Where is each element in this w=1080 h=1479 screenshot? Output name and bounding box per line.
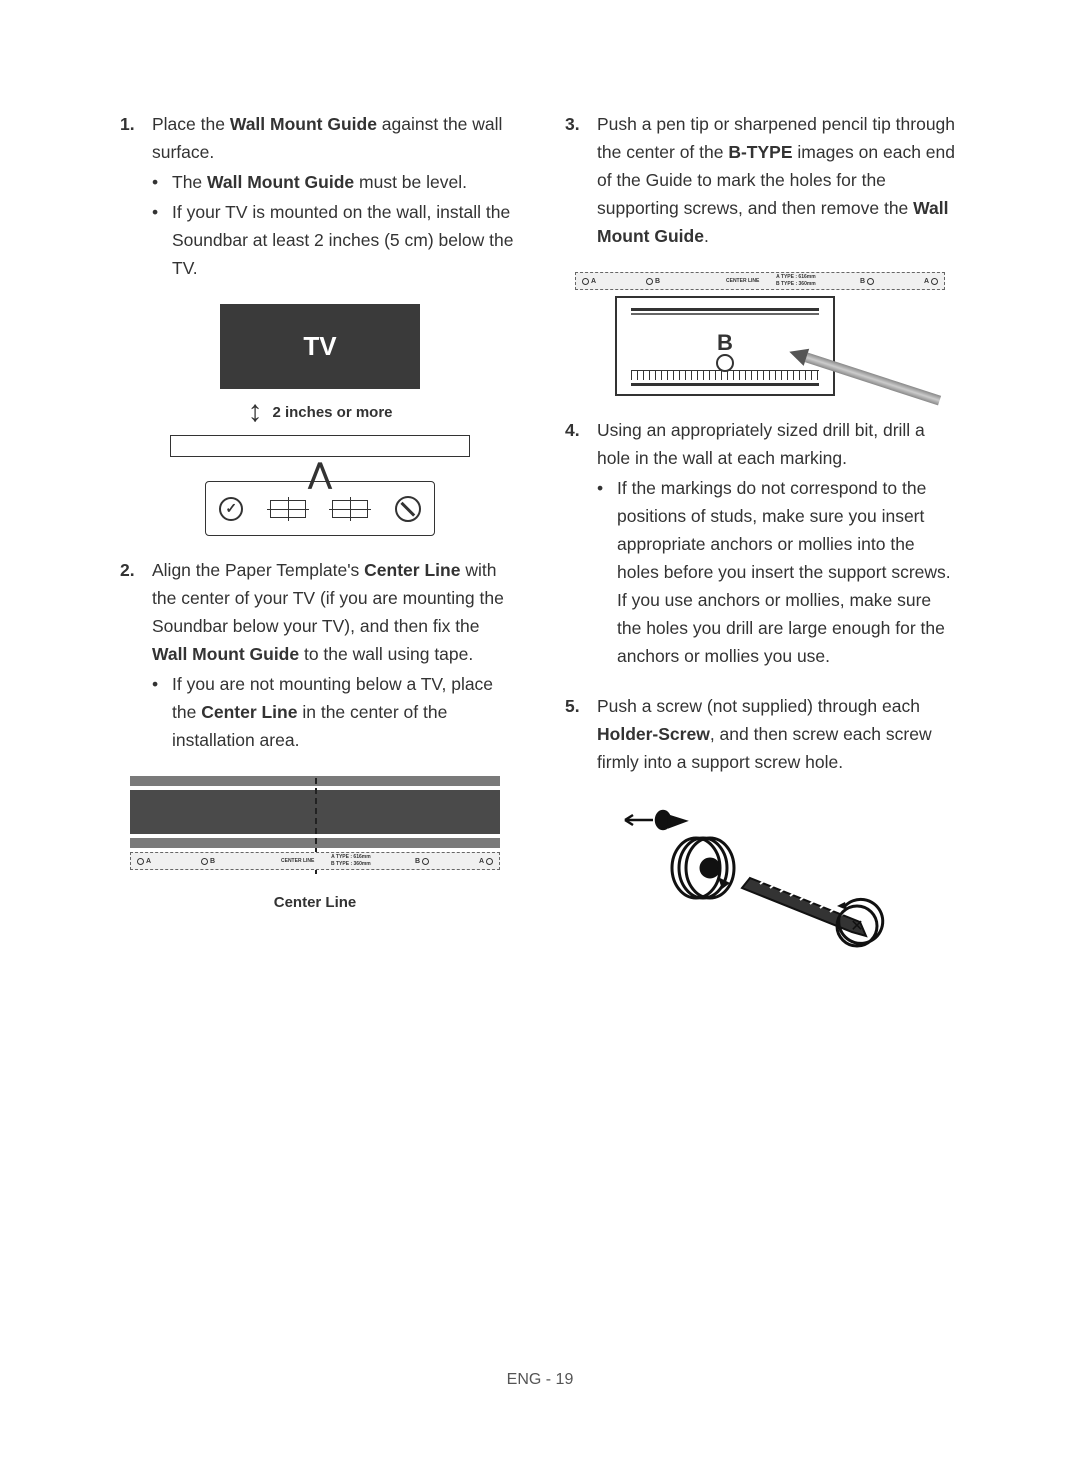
figure-btype-mark: A B CENTER LINE A TYPE : 616mmB TYPE : 3… bbox=[575, 272, 945, 396]
bullet-text: If the markings do not correspond to the… bbox=[617, 474, 960, 670]
step-text: Push a pen tip or sharpened pencil tip t… bbox=[597, 110, 960, 250]
bullet: • If you are not mounting below a TV, pl… bbox=[152, 670, 515, 754]
template-strip: A B CENTER LINE A TYPE : 616mmB TYPE : 3… bbox=[130, 852, 500, 870]
step-text: Place the Wall Mount Guide against the w… bbox=[152, 110, 515, 166]
strip-center-label: CENTER LINE bbox=[281, 858, 314, 864]
page-content: 1. Place the Wall Mount Guide against th… bbox=[0, 0, 1080, 988]
no-entry-icon bbox=[395, 496, 421, 522]
strip-mark-b-right: B bbox=[415, 858, 429, 865]
anchor-hole-icon bbox=[332, 500, 368, 518]
left-column: 1. Place the Wall Mount Guide against th… bbox=[120, 110, 515, 988]
strip-mark-a-left: A bbox=[137, 858, 151, 865]
zoom-line bbox=[631, 308, 819, 311]
bullet-text: If your TV is mounted on the wall, insta… bbox=[172, 198, 515, 282]
figure-center-line: A B CENTER LINE A TYPE : 616mmB TYPE : 3… bbox=[130, 776, 500, 911]
gap-label: 2 inches or more bbox=[272, 404, 392, 421]
pencil-icon bbox=[805, 353, 941, 406]
bar-dark bbox=[130, 790, 500, 834]
zoom-line bbox=[631, 383, 819, 386]
step-number: 5. bbox=[565, 692, 587, 776]
zoom-line bbox=[631, 313, 819, 315]
strip-mark-a-left: A bbox=[582, 278, 596, 285]
soundbar-outline bbox=[170, 435, 470, 457]
zoom-detail: B bbox=[615, 296, 835, 396]
step-4: 4. Using an appropriately sized drill bi… bbox=[565, 416, 960, 670]
step-text: Push a screw (not supplied) through each… bbox=[597, 692, 960, 776]
b-label: B bbox=[717, 330, 733, 356]
bullet-dot-icon: • bbox=[152, 670, 164, 754]
strip-mark-a-right: A bbox=[479, 858, 493, 865]
strip-mark-b-right: B bbox=[860, 278, 874, 285]
gap-indicator: ↕ 2 inches or more bbox=[170, 397, 470, 427]
step-text: Using an appropriately sized drill bit, … bbox=[597, 416, 960, 472]
ruler-marks bbox=[631, 370, 819, 380]
figure-holder-screw: ✕ bbox=[595, 798, 895, 968]
step-3: 3. Push a pen tip or sharpened pencil ti… bbox=[565, 110, 960, 250]
step-number: 2. bbox=[120, 556, 142, 668]
strip-type-labels: A TYPE : 616mmB TYPE : 360mm bbox=[776, 275, 816, 287]
check-icon: ✓ bbox=[219, 497, 243, 521]
step-1: 1. Place the Wall Mount Guide against th… bbox=[120, 110, 515, 282]
template-strip: A B CENTER LINE A TYPE : 616mmB TYPE : 3… bbox=[575, 272, 945, 290]
pointer-up-icon: ⋀ bbox=[309, 457, 332, 490]
strip-mark-a-right: A bbox=[924, 278, 938, 285]
strip-mark-b-left: B bbox=[201, 858, 215, 865]
bullet-dot-icon: • bbox=[597, 474, 609, 670]
bullet-dot-icon: • bbox=[152, 168, 164, 196]
step-text: Align the Paper Template's Center Line w… bbox=[152, 556, 515, 668]
step-number: 3. bbox=[565, 110, 587, 250]
step-5: 5. Push a screw (not supplied) through e… bbox=[565, 692, 960, 776]
strip-center-label: CENTER LINE bbox=[726, 278, 759, 284]
step-2: 2. Align the Paper Template's Center Lin… bbox=[120, 556, 515, 754]
right-column: 3. Push a pen tip or sharpened pencil ti… bbox=[565, 110, 960, 988]
bullet-text: The Wall Mount Guide must be level. bbox=[172, 168, 467, 196]
anchor-hole-icon bbox=[270, 500, 306, 518]
updown-arrow-icon: ↕ bbox=[247, 397, 262, 427]
bullet: • If the markings do not correspond to t… bbox=[597, 474, 960, 670]
holder-screw-svg: ✕ bbox=[595, 798, 895, 968]
bullet-text: If you are not mounting below a TV, plac… bbox=[172, 670, 515, 754]
step-number: 1. bbox=[120, 110, 142, 166]
page-number: ENG - 19 bbox=[0, 1371, 1080, 1389]
bullet-dot-icon: • bbox=[152, 198, 164, 282]
bullet: • The Wall Mount Guide must be level. bbox=[152, 168, 515, 196]
step-number: 4. bbox=[565, 416, 587, 472]
figure-tv-gap: TV ↕ 2 inches or more ⋀ ✓ bbox=[170, 304, 470, 536]
strip-mark-b-left: B bbox=[646, 278, 660, 285]
bullet: • If your TV is mounted on the wall, ins… bbox=[152, 198, 515, 282]
tv-box: TV bbox=[220, 304, 420, 389]
bracket-diagram: ⋀ ✓ bbox=[205, 481, 435, 536]
svg-text:✕: ✕ bbox=[850, 918, 863, 935]
strip-type-labels: A TYPE : 616mmB TYPE : 360mm bbox=[331, 855, 371, 867]
center-line-label: Center Line bbox=[130, 894, 500, 911]
